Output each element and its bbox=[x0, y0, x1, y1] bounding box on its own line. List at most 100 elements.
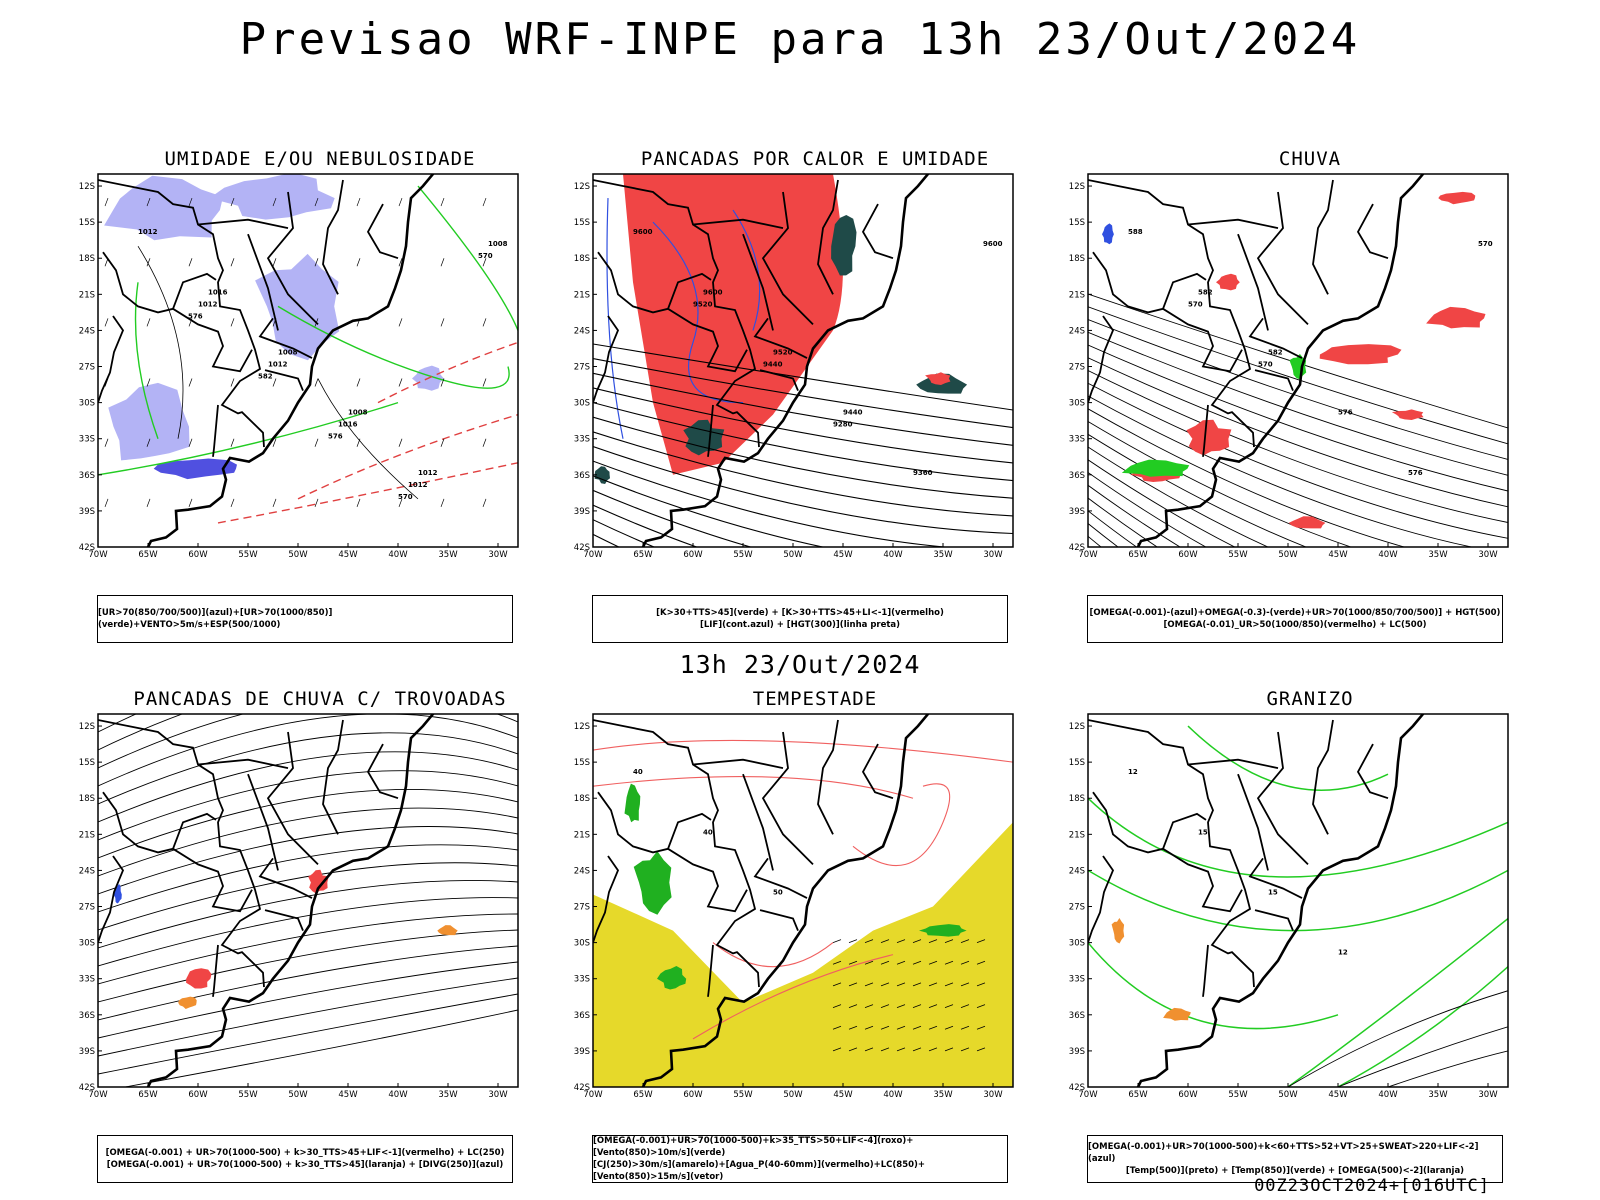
contour-label: 1012 bbox=[408, 481, 428, 489]
map-panel-3: CHUVA 588 582 582 576 576 570 570 570 12S 15S 18S 21… bbox=[1060, 148, 1560, 648]
lat-tick-label: 27S bbox=[1069, 363, 1085, 373]
lat-tick-label: 39S bbox=[1069, 507, 1085, 517]
lat-tick-label: 21S bbox=[574, 290, 590, 300]
legend-line: [CJ(250)>30m/s](amarelo)+[Agua_P(40-60mm… bbox=[593, 1160, 926, 1182]
lat-tick-label: 18S bbox=[1069, 794, 1085, 804]
lat-tick-label: 36S bbox=[79, 471, 95, 481]
panel-legend: [OMEGA(-0.001)+UR>70(1000-500)+k<60+TTS>… bbox=[1087, 1135, 1503, 1183]
legend-line: [OMEGA(-0.001)+UR>70(1000-500)+k<60+TTS>… bbox=[1088, 1142, 1479, 1164]
lat-tick-label: 33S bbox=[1069, 975, 1085, 985]
lon-tick-label: 40W bbox=[388, 550, 408, 560]
lon-tick-label: 30W bbox=[1478, 1090, 1498, 1100]
lon-tick-label: 65W bbox=[138, 550, 158, 560]
panel-title: GRANIZO bbox=[1266, 688, 1354, 710]
lat-tick-label: 33S bbox=[574, 975, 590, 985]
lat-tick-label: 15S bbox=[574, 758, 590, 768]
lat-tick-label: 27S bbox=[574, 363, 590, 373]
lat-tick-label: 21S bbox=[79, 830, 95, 840]
lon-tick-label: 55W bbox=[238, 550, 258, 560]
lon-tick-label: 55W bbox=[1228, 1090, 1248, 1100]
lat-tick-label: 15S bbox=[1069, 218, 1085, 228]
lat-tick-label: 30S bbox=[574, 939, 590, 949]
lon-tick-label: 30W bbox=[1478, 550, 1498, 560]
contour-label: 9600 bbox=[983, 240, 1003, 248]
lon-tick-label: 50W bbox=[288, 1090, 308, 1100]
contour-label: 15 bbox=[1268, 888, 1278, 896]
lat-tick-label: 33S bbox=[79, 435, 95, 445]
contour-label: 1008 bbox=[488, 240, 508, 248]
panel-legend: [OMEGA(-0.001)-(azul)+OMEGA(-0.3)-(verde… bbox=[1087, 595, 1503, 643]
lon-tick-label: 45W bbox=[1328, 550, 1348, 560]
lat-tick-label: 39S bbox=[79, 507, 95, 517]
lon-tick-label: 40W bbox=[1378, 1090, 1398, 1100]
contour-label: 9440 bbox=[763, 361, 783, 369]
contour-label: 570 bbox=[398, 493, 413, 501]
contour-label: 9520 bbox=[693, 300, 713, 308]
contour-label: 582 bbox=[258, 373, 273, 381]
page-title: Previsao WRF-INPE para 13h 23/Out/2024 bbox=[239, 14, 1361, 65]
contour-label: 1012 bbox=[198, 300, 218, 308]
legend-line: [OMEGA(-0.001) + UR>70(1000-500) + k>30_… bbox=[106, 1160, 504, 1170]
lon-tick-label: 35W bbox=[1428, 1090, 1448, 1100]
lat-tick-label: 18S bbox=[574, 794, 590, 804]
map-plot: 9600 9600 9520 9440 9360 9600 9520 9440 9280 12S 1… bbox=[574, 173, 1014, 560]
lat-tick-label: 27S bbox=[1069, 903, 1085, 913]
contour-label: 570 bbox=[478, 252, 493, 260]
contour-label: 570 bbox=[1188, 300, 1203, 308]
panel-title: UMIDADE E/OU NEBULOSIDADE bbox=[164, 148, 476, 170]
lat-tick-label: 42S bbox=[79, 543, 95, 553]
lon-tick-label: 50W bbox=[783, 1090, 803, 1100]
lon-tick-label: 70W bbox=[583, 1090, 603, 1100]
lat-tick-label: 39S bbox=[79, 1047, 95, 1057]
lon-tick-label: 45W bbox=[338, 1090, 358, 1100]
map-plot: 12 15 15 12 12S 15S 18S 21S 24S 27S 30S 33S 36S 39S 42… bbox=[1069, 713, 1509, 1100]
lon-tick-label: 60W bbox=[683, 550, 703, 560]
lon-tick-label: 55W bbox=[238, 1090, 258, 1100]
lat-tick-label: 42S bbox=[79, 1083, 95, 1093]
lon-tick-label: 40W bbox=[388, 1090, 408, 1100]
lon-tick-label: 55W bbox=[1228, 550, 1248, 560]
lon-tick-label: 65W bbox=[633, 1090, 653, 1100]
lon-tick-label: 35W bbox=[1428, 550, 1448, 560]
lat-tick-label: 18S bbox=[79, 794, 95, 804]
lat-tick-label: 21S bbox=[1069, 290, 1085, 300]
panel-title: PANCADAS DE CHUVA C/ TROVOADAS bbox=[133, 688, 507, 710]
contour-label: 582 bbox=[1198, 288, 1213, 296]
panel-legend: [OMEGA(-0.001)+UR>70(1000-500)+k>35_TTS>… bbox=[592, 1135, 1008, 1183]
lat-tick-label: 27S bbox=[79, 363, 95, 373]
lon-tick-label: 50W bbox=[1278, 550, 1298, 560]
contour-label: 1012 bbox=[418, 469, 438, 477]
lon-tick-label: 30W bbox=[488, 1090, 508, 1100]
lon-tick-label: 65W bbox=[633, 550, 653, 560]
panel-title: PANCADAS POR CALOR E UMIDADE bbox=[640, 148, 990, 170]
lon-tick-label: 60W bbox=[1178, 1090, 1198, 1100]
contour-label: 1016 bbox=[208, 288, 228, 296]
contour-label: 1008 bbox=[278, 348, 298, 356]
legend-line: [OMEGA(-0.001)-(azul)+OMEGA(-0.3)-(verde… bbox=[1089, 608, 1501, 618]
lon-tick-label: 70W bbox=[1078, 550, 1098, 560]
contour-label: 50 bbox=[773, 888, 783, 896]
panel-legend: [K>30+TTS>45](verde) + [K>30+TTS>45+LI<-… bbox=[592, 595, 1008, 643]
lon-tick-label: 45W bbox=[833, 1090, 853, 1100]
lon-tick-label: 45W bbox=[338, 550, 358, 560]
lon-tick-label: 65W bbox=[1128, 550, 1148, 560]
legend-line: [OMEGA(-0.01)_UR>50(1000/850)(vermelho) … bbox=[1163, 620, 1427, 630]
legend-line: [LIF](cont.azul) + [HGT(300)](linha pret… bbox=[699, 620, 901, 630]
lat-tick-label: 24S bbox=[574, 326, 590, 336]
lon-tick-label: 35W bbox=[438, 1090, 458, 1100]
lat-tick-label: 27S bbox=[79, 903, 95, 913]
map-panel-1: UMIDADE E/OU NEBULOSIDADE 1012 1016 1008 100… bbox=[70, 148, 570, 648]
panel-title: CHUVA bbox=[1278, 148, 1342, 170]
lon-tick-label: 60W bbox=[188, 1090, 208, 1100]
contour-label: 9600 bbox=[703, 288, 723, 296]
contour-label: 9280 bbox=[833, 421, 853, 429]
lon-tick-label: 30W bbox=[983, 550, 1003, 560]
lat-tick-label: 24S bbox=[1069, 866, 1085, 876]
lon-tick-label: 60W bbox=[188, 550, 208, 560]
lat-tick-label: 36S bbox=[1069, 1011, 1085, 1021]
lat-tick-label: 12S bbox=[574, 182, 590, 192]
contour-label: 576 bbox=[328, 433, 343, 441]
lat-tick-label: 18S bbox=[79, 254, 95, 264]
contour-label: 576 bbox=[1408, 469, 1423, 477]
